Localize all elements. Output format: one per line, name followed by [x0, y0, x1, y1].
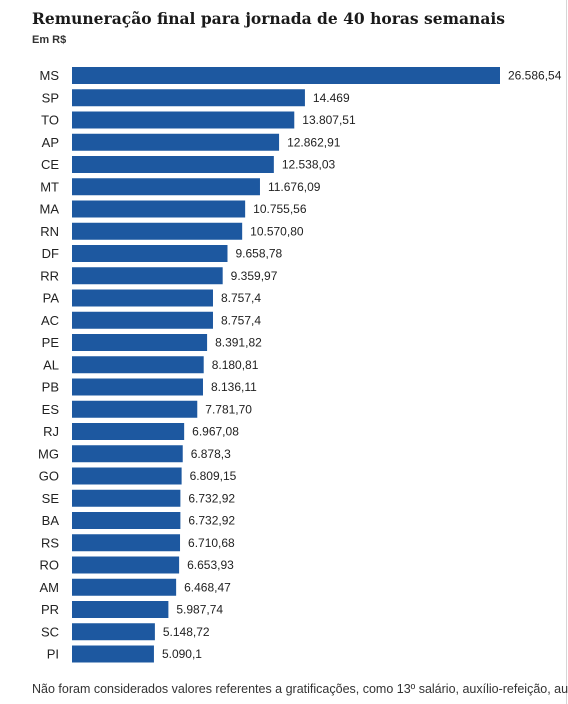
category-label: PA	[43, 291, 60, 306]
bar-se	[72, 489, 181, 507]
bar-pe	[72, 334, 208, 351]
bar-go	[72, 467, 182, 485]
category-label: AM	[40, 580, 60, 595]
value-label: 8.391,82	[215, 336, 262, 350]
bar-ba	[72, 512, 181, 529]
value-label: 5.148,72	[163, 625, 210, 639]
value-label: 6.967,08	[192, 425, 239, 439]
bar-pb	[72, 378, 203, 396]
category-label: PI	[47, 647, 59, 662]
bar-ac	[72, 311, 213, 329]
bar-ce	[72, 156, 274, 173]
category-label: ES	[42, 402, 60, 417]
footnote: Não foram considerados valores referente…	[32, 682, 568, 696]
bar-df	[72, 245, 228, 262]
bar-pr	[72, 601, 169, 618]
category-label: AP	[42, 135, 59, 150]
bar-ms	[72, 67, 500, 84]
value-label: 26.586,54	[508, 69, 562, 83]
category-label: RR	[40, 268, 59, 283]
value-label: 14.469	[313, 91, 350, 105]
value-label: 6.878,3	[191, 447, 231, 461]
category-label: BA	[42, 513, 60, 528]
value-label: 6.732,92	[188, 514, 235, 528]
category-label: PR	[41, 602, 59, 617]
category-label: RJ	[43, 424, 59, 439]
category-label: DF	[42, 246, 59, 261]
bar-ap	[72, 133, 280, 151]
value-label: 5.090,1	[162, 647, 202, 661]
bar-ma	[72, 200, 246, 218]
category-label: RN	[40, 224, 59, 239]
value-label: 12.862,91	[287, 135, 341, 149]
category-label: MA	[40, 202, 60, 217]
value-label: 5.987,74	[176, 603, 223, 617]
value-label: 6.653,93	[187, 558, 234, 572]
bar-pa	[72, 289, 213, 307]
category-label: SE	[42, 491, 60, 506]
category-label: MG	[38, 446, 59, 461]
value-label: 6.468,47	[184, 580, 231, 594]
category-label: TO	[41, 113, 59, 128]
category-label: RO	[40, 558, 60, 573]
category-label: AC	[41, 313, 59, 328]
value-label: 6.809,15	[190, 469, 237, 483]
bar-es	[72, 400, 198, 418]
category-label: PE	[42, 335, 60, 350]
value-label: 9.658,78	[235, 247, 282, 261]
category-label: GO	[39, 469, 59, 484]
bar-mg	[72, 445, 183, 463]
bar-ro	[72, 556, 180, 574]
value-label: 13.807,51	[302, 113, 356, 127]
bar-pi	[72, 645, 154, 663]
value-label: 10.570,80	[250, 224, 304, 238]
bar-chart: MS 26.586,54 SP 14.469 TO 13.807,51 AP 12.862,9…	[38, 67, 562, 663]
value-label: 8.180,81	[212, 358, 259, 372]
bar-al	[72, 356, 204, 374]
bar-to	[72, 111, 295, 129]
category-label: AL	[43, 357, 59, 372]
value-label: 7.781,70	[205, 402, 252, 416]
chart-subtitle: Em R$	[32, 34, 67, 46]
value-label: 8.757,4	[221, 291, 261, 305]
bar-rj	[72, 423, 185, 440]
value-label: 10.755,56	[253, 202, 307, 216]
value-label: 8.136,11	[211, 380, 257, 394]
value-label: 6.710,68	[188, 536, 235, 550]
bar-rn	[72, 222, 243, 240]
category-label: MT	[40, 179, 59, 194]
value-label: 8.757,4	[221, 313, 261, 327]
category-label: CE	[41, 157, 59, 172]
bar-am	[72, 578, 177, 596]
bar-sc	[72, 623, 155, 641]
value-label: 11.676,09	[268, 180, 321, 194]
value-label: 12.538,03	[282, 158, 336, 172]
chart-title: Remuneração final para jornada de 40 hor…	[32, 9, 505, 28]
value-label: 6.732,92	[188, 491, 235, 505]
category-label: PB	[42, 380, 59, 395]
bar-sp	[72, 89, 305, 107]
value-label: 9.359,97	[231, 269, 278, 283]
category-label: SP	[42, 90, 59, 105]
category-label: MS	[40, 68, 60, 83]
category-label: SC	[41, 624, 59, 639]
bar-rs	[72, 534, 181, 552]
category-label: RS	[41, 535, 59, 550]
bar-rr	[72, 267, 223, 285]
bar-mt	[72, 178, 260, 196]
